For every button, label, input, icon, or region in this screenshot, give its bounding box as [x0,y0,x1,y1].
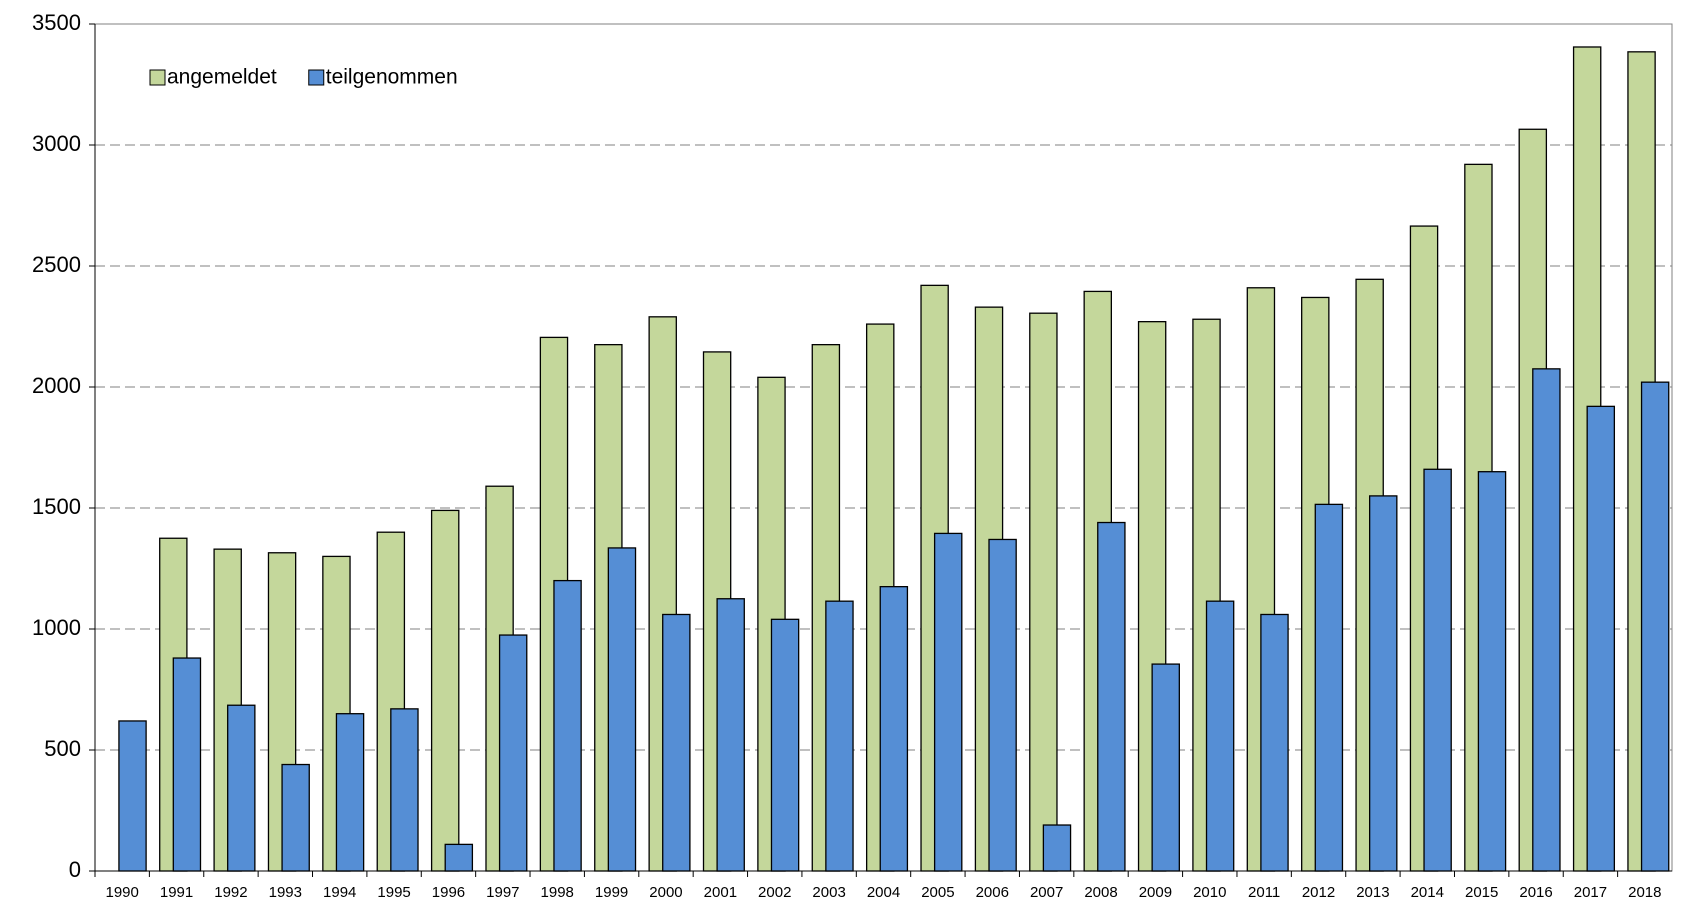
x-tick-label: 2017 [1574,884,1607,901]
bar [662,613,691,872]
x-tick-label: 2000 [649,884,682,901]
x-tick-label: 2003 [812,884,845,901]
x-tick-label: 2014 [1411,884,1444,901]
y-tick-label: 3000 [32,131,81,156]
bar [1151,663,1180,872]
x-tick-label: 1994 [323,884,356,901]
x-tick-label: 2007 [1030,884,1063,901]
x-tick-label: 1995 [377,884,410,901]
bar [879,586,909,872]
bar [172,657,202,872]
x-tick-label: 2011 [1248,884,1280,901]
bar [430,509,460,872]
bar [498,634,528,872]
x-tick-label: 2009 [1139,884,1172,901]
bar [1314,503,1344,872]
y-tick-label: 2000 [32,373,81,398]
bar [933,532,963,872]
x-tick-label: 1990 [106,884,139,901]
bar [607,547,637,872]
legend-swatch [308,69,325,86]
x-tick-label: 1998 [541,884,574,901]
x-tick-label: 2015 [1465,884,1498,901]
x-tick-label: 2010 [1193,884,1226,901]
x-tick-label: 2005 [921,884,954,901]
bar [281,763,310,872]
x-tick-label: 2013 [1356,884,1389,901]
bar [390,708,419,872]
bar [118,720,147,872]
x-tick-label: 1992 [214,884,247,901]
bar [1586,405,1616,872]
y-tick-label: 500 [44,736,81,761]
x-tick-label: 1991 [160,884,193,901]
bar [335,713,365,872]
bar [1369,495,1398,872]
x-tick-label: 2012 [1302,884,1335,901]
y-tick-label: 0 [69,857,81,882]
x-tick-label: 1997 [486,884,519,901]
x-tick-label: 2001 [704,884,737,901]
y-tick-label: 3500 [32,10,81,35]
bar [1260,613,1289,872]
bar [1205,600,1235,872]
bar [988,538,1017,872]
x-tick-label: 2018 [1628,884,1661,901]
x-tick-label: 1996 [432,884,465,901]
y-tick-label: 1500 [32,494,81,519]
x-tick-label: 2016 [1519,884,1552,901]
bar [444,843,474,872]
x-tick-label: 2004 [867,884,900,901]
bar [1640,381,1670,872]
legend-swatch [149,69,166,86]
bar [553,579,582,872]
bar [1042,824,1072,872]
x-tick-label: 2006 [976,884,1009,901]
bar [770,618,800,872]
bar [227,704,256,872]
bar [1423,468,1452,872]
x-tick-label: 2008 [1084,884,1117,901]
y-tick-label: 1000 [32,615,81,640]
x-tick-label: 1993 [269,884,302,901]
y-tick-label: 2500 [32,252,81,277]
legend-label: angemeldet [167,66,277,89]
x-tick-label: 1999 [595,884,628,901]
bar [716,598,745,872]
bar [1097,521,1126,872]
bar [1532,368,1561,872]
legend-label: teilgenommen [326,66,458,89]
x-tick-label: 2002 [758,884,791,901]
bar [825,600,854,872]
bar [1029,312,1058,872]
bar [1477,471,1507,872]
